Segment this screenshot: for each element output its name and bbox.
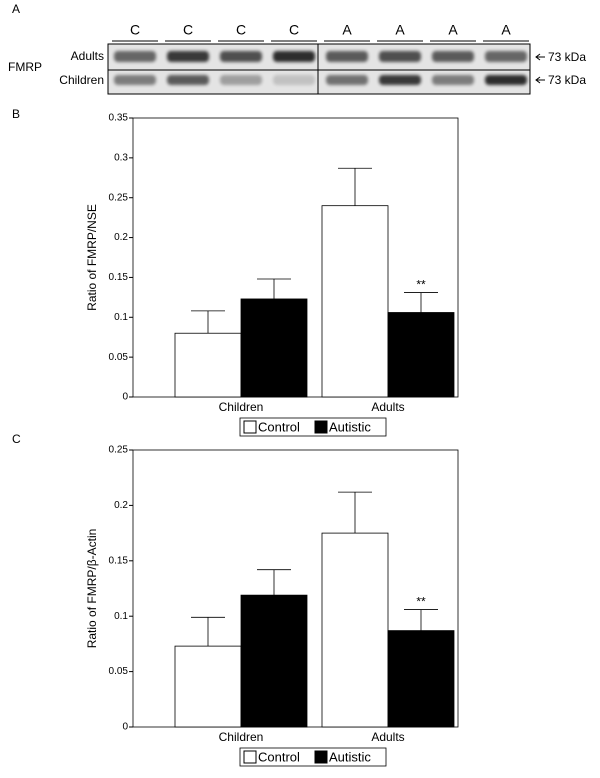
blot-band [326, 75, 368, 85]
bar [321, 205, 389, 398]
y-tick-label: 0.1 [114, 611, 128, 622]
lane-label: A [395, 22, 405, 38]
y-tick-label: 0.15 [109, 272, 129, 283]
y-tick-label: 0.2 [114, 500, 128, 511]
y-tick-label: 0.15 [109, 555, 129, 566]
bar [240, 594, 308, 728]
y-tick-label: 0.2 [114, 232, 128, 243]
lane-label: A [448, 22, 458, 38]
lane-label: A [501, 22, 511, 38]
blot-band [326, 51, 368, 62]
lane-label: C [289, 22, 299, 38]
blot-band [379, 51, 421, 62]
panel-letter: A [12, 2, 20, 16]
x-tick-label: Adults [371, 400, 404, 414]
protein-label: FMRP [8, 60, 42, 74]
bar [174, 332, 242, 398]
error-bar [257, 569, 291, 596]
size-label: 73 kDa [548, 73, 586, 87]
blot-band [379, 75, 421, 85]
legend-swatch [243, 420, 257, 434]
lane-label: C [183, 22, 193, 38]
blot-band [273, 75, 315, 85]
y-tick-label: 0.3 [114, 152, 128, 163]
error-bar [338, 491, 372, 534]
error-bar [338, 167, 372, 206]
legend-label: Control [258, 749, 300, 764]
bar [387, 630, 455, 728]
y-tick-label: 0 [122, 392, 128, 403]
bar [174, 645, 242, 728]
blot-band [485, 75, 527, 85]
lane-label: C [236, 22, 246, 38]
blot-band [167, 75, 209, 85]
blot-band [114, 75, 156, 85]
y-tick-label: 0.05 [109, 666, 129, 677]
legend-swatch [243, 750, 257, 764]
blot-band [273, 51, 315, 62]
bar [387, 312, 455, 398]
error-bar [191, 616, 225, 647]
lane-label: C [130, 22, 140, 38]
legend-frame [239, 747, 387, 767]
error-bar [191, 310, 225, 334]
x-tick-label: Children [219, 400, 264, 414]
y-tick-label: 0.05 [109, 352, 129, 363]
lane-label: A [342, 22, 352, 38]
y-tick-label: 0.35 [109, 113, 129, 124]
blot-band [432, 51, 474, 62]
arrow [535, 76, 545, 84]
blot-band [220, 51, 262, 62]
size-label: 73 kDa [548, 50, 586, 64]
legend-label: Autistic [329, 749, 371, 764]
x-tick-label: Adults [371, 730, 404, 744]
arrow [535, 53, 545, 61]
row-label: Children [59, 73, 104, 87]
y-tick-label: 0.25 [109, 192, 129, 203]
y-tick-label: 0.1 [114, 312, 128, 323]
blot-band [432, 75, 474, 85]
legend-frame [239, 417, 387, 437]
y-axis-label: Ratio of FMRP/β-Actin [85, 529, 99, 649]
y-tick-label: 0 [122, 722, 128, 733]
panel-letter: B [12, 107, 20, 121]
blot-band [167, 51, 209, 62]
legend-label: Control [258, 419, 300, 434]
legend-label: Autistic [329, 419, 371, 434]
blot-band [485, 51, 527, 62]
x-tick-label: Children [219, 730, 264, 744]
error-bar [404, 292, 438, 313]
row-label: Adults [71, 49, 104, 63]
error-bar [404, 609, 438, 631]
panel-letter: C [12, 432, 21, 446]
blot-band [220, 75, 262, 85]
legend-swatch [314, 750, 328, 764]
error-bar [257, 278, 291, 299]
y-axis-label: Ratio of FMRP/NSE [85, 204, 99, 311]
bar [321, 532, 389, 728]
legend-swatch [314, 420, 328, 434]
significance: ** [416, 278, 426, 292]
y-tick-label: 0.25 [109, 445, 129, 456]
bar [240, 298, 308, 398]
blot-band [114, 51, 156, 62]
significance: ** [416, 595, 426, 609]
